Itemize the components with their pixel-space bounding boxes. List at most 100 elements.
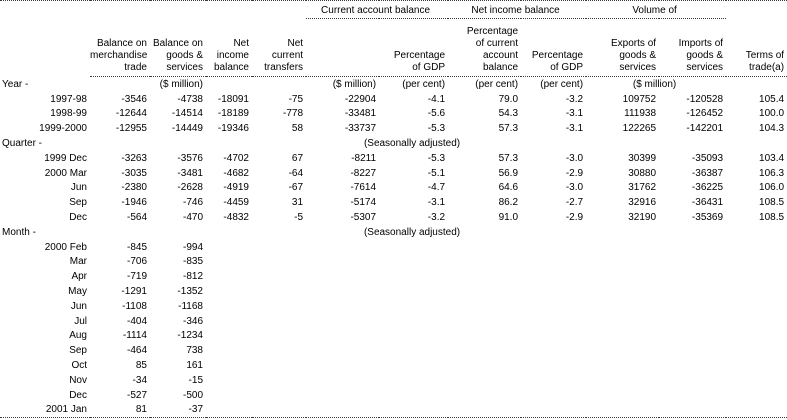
- value-cell: 738: [186, 345, 203, 357]
- value-cell: [252, 314, 306, 329]
- value-cell: 100.0: [759, 108, 785, 120]
- spacer-cell: [252, 136, 306, 151]
- value-cell: [521, 403, 586, 418]
- table-row: Oct 85 161: [0, 358, 787, 373]
- value-cell: -404: [126, 315, 147, 327]
- value-cell: -1352: [177, 286, 203, 298]
- value-cell: [726, 284, 787, 299]
- spacer-cell: [659, 136, 726, 151]
- table-row: Dec -564 -470 -4832 -5 -5307 -3.2 91.0 -2.9 32190…: [0, 210, 787, 225]
- value-cell: [252, 343, 306, 358]
- table-row: 1999-2000 -12955 -14449 -19346 58 -33737 -5.3 5…: [0, 121, 787, 136]
- value-cell: -1114: [122, 330, 147, 342]
- col-header-nib-percentage-of-cab: Percentage of current account balance: [448, 18, 522, 77]
- value-cell: [306, 388, 379, 403]
- value-cell: [659, 255, 726, 270]
- spacer-cell: [206, 136, 252, 151]
- value-cell: [659, 269, 726, 284]
- value-cell: [379, 284, 448, 299]
- value-cell: -3.2: [565, 93, 584, 105]
- value-cell: [252, 269, 306, 284]
- value-cell: -2.9: [565, 167, 584, 179]
- value-cell: [521, 373, 586, 388]
- value-cell: [379, 269, 448, 284]
- value-cell: [726, 373, 787, 388]
- value-cell: 79.0: [498, 93, 519, 105]
- value-cell: -4.1: [427, 93, 446, 105]
- value-cell: [659, 403, 726, 418]
- value-cell: -5307: [350, 212, 377, 224]
- unit-label: ($ million): [332, 78, 377, 90]
- value-cell: [726, 388, 787, 403]
- value-cell: [252, 403, 306, 418]
- spacer-cell: [586, 136, 659, 151]
- value-cell: [726, 299, 787, 314]
- period-cell: Dec: [69, 212, 87, 224]
- value-cell: [586, 240, 659, 255]
- value-cell: -706: [126, 256, 147, 268]
- value-cell: [586, 269, 659, 284]
- value-cell: [586, 329, 659, 344]
- value-cell: [252, 284, 306, 299]
- value-cell: -5.3: [427, 152, 446, 164]
- value-cell: [306, 343, 379, 358]
- value-cell: -35093: [691, 152, 724, 164]
- value-cell: -2.9: [565, 212, 584, 224]
- value-cell: 161: [186, 360, 203, 372]
- value-cell: [206, 403, 252, 418]
- value-cell: -4.7: [427, 182, 446, 194]
- value-cell: [306, 255, 379, 270]
- table-row: 1999 Dec -3263 -3576 -4702 67 -8211 -5.3 57.3 -3…: [0, 151, 787, 166]
- value-cell: [726, 329, 787, 344]
- value-cell: [379, 240, 448, 255]
- value-cell: 31: [291, 197, 304, 209]
- value-cell: -8211: [351, 152, 377, 164]
- table-row: 1998-99 -12644 -14514 -18189 -778 -33481 -5.6 5…: [0, 107, 787, 122]
- table-row: Sep -1946 -746 -4459 31 -5174 -3.1 86.2 -2.7 3291…: [0, 195, 787, 210]
- value-cell: -719: [126, 271, 147, 283]
- value-cell: -1234: [177, 330, 203, 342]
- value-cell: -34: [132, 374, 147, 386]
- col-header-nib-percentage-of-gdp: Percentage of GDP: [521, 18, 587, 77]
- group-header-current-account-balance: Current account balance: [306, 0, 449, 19]
- table-row: Jul -404 -346: [0, 314, 787, 329]
- value-cell: -3.0: [565, 182, 584, 194]
- spacer-cell: [726, 225, 787, 240]
- value-cell: 31762: [628, 182, 657, 194]
- value-cell: -3546: [121, 93, 147, 105]
- value-cell: -564: [126, 212, 147, 224]
- value-cell: 64.6: [498, 182, 519, 194]
- value-cell: [448, 269, 521, 284]
- table-row: Mar -706 -835: [0, 255, 787, 270]
- value-cell: [521, 240, 586, 255]
- value-cell: [586, 343, 659, 358]
- value-cell: [252, 240, 306, 255]
- value-cell: -835: [182, 256, 203, 268]
- value-cell: -1946: [121, 197, 147, 209]
- value-cell: -120528: [686, 93, 724, 105]
- period-cell: 1998-99: [50, 108, 87, 120]
- value-cell: [521, 314, 586, 329]
- value-cell: [206, 314, 252, 329]
- value-cell: -3.2: [427, 212, 446, 224]
- value-cell: [448, 373, 521, 388]
- period-cell: 1999-2000: [39, 123, 87, 135]
- spacer-cell: [726, 136, 787, 151]
- value-cell: [306, 314, 379, 329]
- value-cell: -36387: [691, 167, 724, 179]
- value-cell: [448, 299, 521, 314]
- period-cell: Jun: [70, 182, 87, 194]
- value-cell: -22904: [344, 93, 377, 105]
- spacer-cell: [206, 225, 252, 240]
- spacer-cell: [252, 77, 306, 92]
- value-cell: [521, 299, 586, 314]
- value-cell: [206, 373, 252, 388]
- value-cell: [586, 358, 659, 373]
- value-cell: 54.3: [498, 108, 519, 120]
- value-cell: -527: [126, 389, 147, 401]
- group-header-spacer: [0, 1, 306, 19]
- value-cell: 67: [291, 152, 304, 164]
- value-cell: -8227: [350, 167, 377, 179]
- group-header-row: Current account balance Net income balan…: [0, 0, 787, 19]
- table-row: 2000 Mar -3035 -3481 -4682 -64 -8227 -5.1 56.9 -…: [0, 166, 787, 181]
